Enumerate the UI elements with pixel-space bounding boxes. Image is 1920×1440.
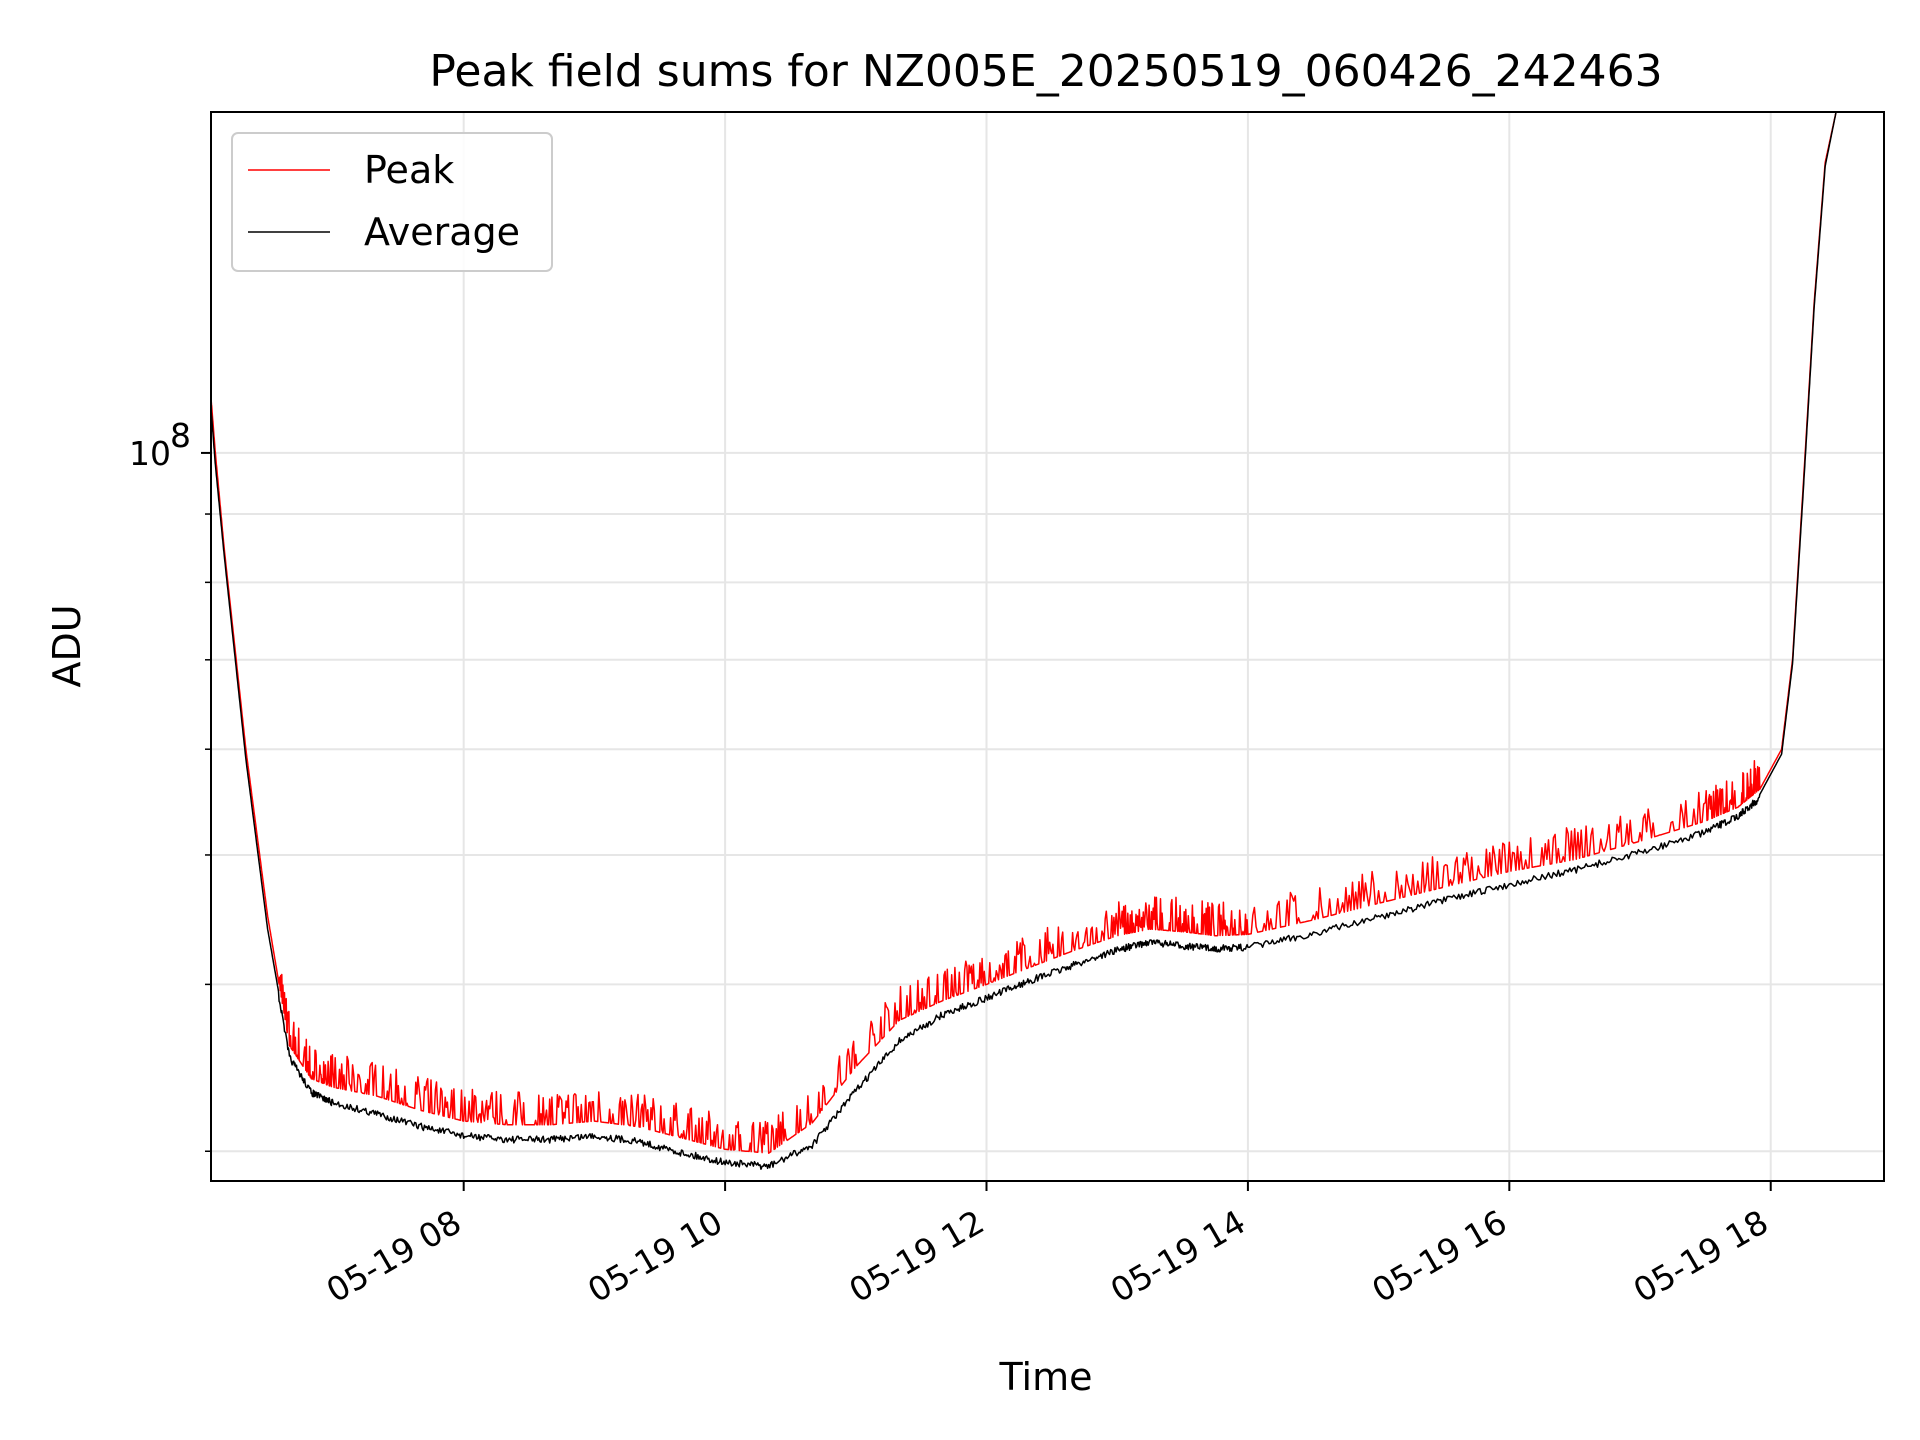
- plot-frame: [210, 111, 1885, 1182]
- legend-label-average: Average: [364, 210, 520, 254]
- y-tick-label-exponent: 8: [170, 416, 191, 455]
- legend-box: [231, 132, 553, 272]
- y-axis-label: ADU: [45, 604, 89, 687]
- series-line-peak: [211, 112, 1859, 1154]
- series-line-average: [211, 112, 1859, 1170]
- x-axis-label: Time: [999, 1355, 1093, 1399]
- y-tick-label: 10: [129, 434, 171, 473]
- chart-title: Peak field sums for NZ005E_20250519_0604…: [429, 46, 1662, 97]
- series-layer: [211, 112, 1859, 1170]
- grid-lines: [211, 112, 1884, 1181]
- legend: Peak Average: [231, 132, 553, 272]
- legend-label-peak: Peak: [364, 148, 454, 192]
